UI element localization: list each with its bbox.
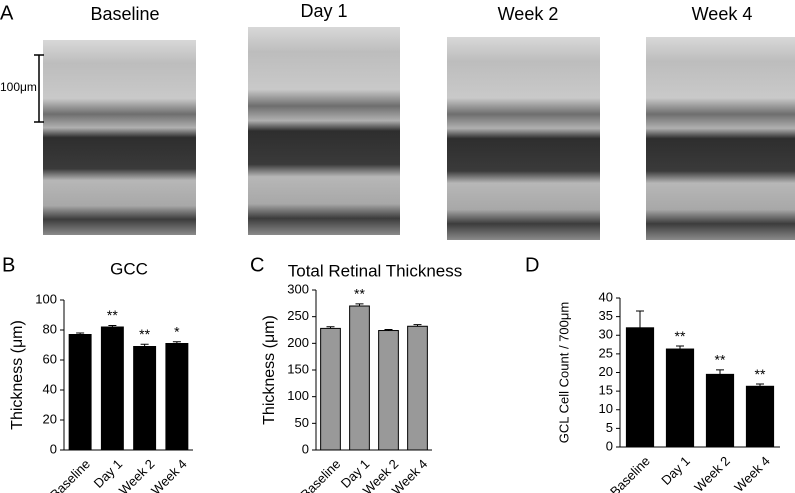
image-title: Baseline xyxy=(90,4,159,24)
bar xyxy=(665,348,695,448)
error-bar xyxy=(355,303,364,306)
significance: ** xyxy=(675,328,686,344)
significance: ** xyxy=(354,286,365,302)
x-tick-label: Day 1 xyxy=(658,453,693,488)
image-title: Day 1 xyxy=(300,1,347,21)
bar xyxy=(320,327,341,451)
x-tick-label: Baseline xyxy=(298,456,344,493)
error-bar xyxy=(676,345,684,350)
x-tick-label: Week 4 xyxy=(731,453,773,493)
y-tick-label: 20 xyxy=(43,411,57,426)
scale-bar xyxy=(34,54,44,123)
histology-image xyxy=(447,37,600,240)
y-tick-label: 80 xyxy=(43,321,57,336)
image-title: Week 4 xyxy=(692,4,753,24)
y-tick-label: 300 xyxy=(287,281,309,296)
bar xyxy=(705,373,735,448)
bar xyxy=(68,334,92,451)
y-tick-label: 250 xyxy=(287,308,309,323)
significance: ** xyxy=(755,366,766,382)
histology-image xyxy=(248,27,400,235)
error-bar xyxy=(716,369,724,375)
y-tick-label: 20 xyxy=(599,364,613,379)
x-tick-label: Week 2 xyxy=(691,453,733,493)
histology-image xyxy=(646,37,795,240)
bar xyxy=(625,327,655,448)
bar xyxy=(349,305,370,451)
y-tick-label: 15 xyxy=(599,383,613,398)
image-title: Week 2 xyxy=(498,4,559,24)
y-tick-label: 35 xyxy=(599,308,613,323)
y-tick-label: 50 xyxy=(295,415,309,430)
error-bar xyxy=(384,328,393,331)
y-tick-label: 0 xyxy=(302,441,309,456)
error-bar xyxy=(140,343,149,347)
error-bar xyxy=(76,332,85,335)
y-tick-label: 40 xyxy=(599,289,613,304)
y-tick-label: 30 xyxy=(599,327,613,342)
y-tick-label: 100 xyxy=(35,291,57,306)
bar xyxy=(133,346,157,451)
y-axis-label: Thickness (μm) xyxy=(9,320,26,430)
error-bar xyxy=(108,325,117,327)
y-tick-label: 10 xyxy=(599,401,613,416)
y-tick-label: 40 xyxy=(43,381,57,396)
error-bar xyxy=(413,324,422,327)
bar xyxy=(378,330,399,451)
x-tick-label: Baseline xyxy=(47,456,93,493)
significance: ** xyxy=(107,307,118,323)
bar xyxy=(745,385,775,448)
y-tick-label: 150 xyxy=(287,361,309,376)
bar xyxy=(165,343,189,451)
panel-label: C xyxy=(250,254,264,276)
significance: ** xyxy=(139,326,150,342)
bar xyxy=(100,326,124,451)
y-tick-label: 25 xyxy=(599,345,613,360)
chart-title: GCC xyxy=(110,259,148,278)
y-axis-label: GCL Cell Count / 700μm xyxy=(556,302,571,443)
y-axis-label: Thickness (μm) xyxy=(261,315,278,425)
error-bar xyxy=(636,310,644,328)
error-bar xyxy=(172,341,181,344)
chart-title: Total Retinal Thickness xyxy=(288,261,463,280)
error-bar xyxy=(756,383,764,387)
y-tick-label: 100 xyxy=(287,388,309,403)
significance: * xyxy=(174,323,180,339)
x-tick-label: Baseline xyxy=(607,453,653,493)
scale-bar-label: 100μm xyxy=(0,80,37,94)
y-tick-label: 0 xyxy=(606,438,613,453)
error-bar xyxy=(326,326,335,329)
y-tick-label: 0 xyxy=(50,441,57,456)
bar xyxy=(407,325,428,451)
panel-label: D xyxy=(525,254,539,276)
y-tick-label: 5 xyxy=(606,420,613,435)
histology-image xyxy=(43,40,196,235)
x-tick-label: Week 4 xyxy=(148,456,190,493)
y-tick-label: 200 xyxy=(287,335,309,350)
significance: ** xyxy=(715,352,726,368)
y-tick-label: 60 xyxy=(43,351,57,366)
panel-label: A xyxy=(0,2,14,24)
panel-label: B xyxy=(2,254,15,276)
